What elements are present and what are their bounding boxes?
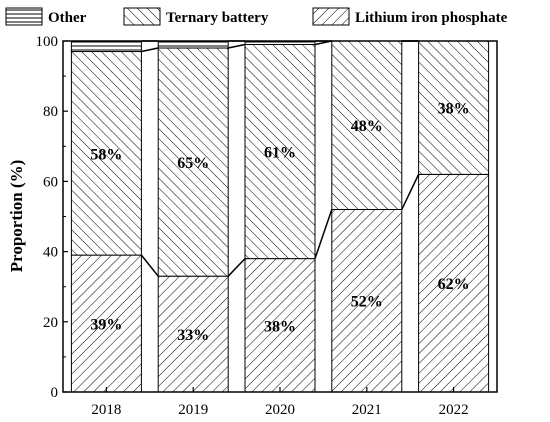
connector-lithium-iron-phosphate-2019-2020 <box>227 258 246 277</box>
legend-swatch-other <box>5 7 43 26</box>
connector-lithium-iron-phosphate-2020-2021 <box>314 209 333 259</box>
x-tick-label-2018: 2018 <box>91 402 121 418</box>
data-label-lithium-iron-phosphate-2019: 33% <box>177 327 209 344</box>
x-tick-label-2020: 2020 <box>265 402 295 418</box>
data-label-ternary-battery-2020: 61% <box>264 145 296 162</box>
bar-ternary-battery-2020 <box>244 44 316 260</box>
bar-ternary-battery-2022 <box>418 40 490 175</box>
data-label-lithium-iron-phosphate-2018: 39% <box>90 317 122 334</box>
y-tick-label-0: 0 <box>51 385 59 401</box>
data-labels: 39% 58% 33% 65% 38% 61% 52% 48% 62% 38% <box>90 101 469 344</box>
data-label-lithium-iron-phosphate-2022: 62% <box>438 276 470 293</box>
bar-ternary-battery-2018 <box>70 51 142 256</box>
bar-lithium-iron-phosphate-2018 <box>70 254 142 393</box>
x-tick-label-2022: 2022 <box>439 402 469 418</box>
y-tick-label-40: 40 <box>43 245 58 261</box>
x-tick-label-2019: 2019 <box>178 402 208 418</box>
data-label-ternary-battery-2021: 48% <box>351 118 383 135</box>
bar-ternary-battery-2019 <box>157 47 229 277</box>
y-tick-label-20: 20 <box>43 315 58 331</box>
bar-ternary-battery-2021 <box>331 40 403 210</box>
data-label-ternary-battery-2018: 58% <box>90 146 122 163</box>
data-label-ternary-battery-2019: 65% <box>177 155 209 172</box>
y-tick-label-100: 100 <box>36 34 59 50</box>
legend-label-ternary-battery: Ternary battery <box>166 10 269 26</box>
bar-lithium-iron-phosphate-2020 <box>244 258 316 393</box>
bars-layer <box>70 40 490 393</box>
data-label-lithium-iron-phosphate-2021: 52% <box>351 294 383 311</box>
bar-lithium-iron-phosphate-2022 <box>418 173 490 393</box>
legend-label-lithium-iron-phosphate: Lithium iron phosphate <box>355 10 508 26</box>
legend-swatch-lithium-iron-phosphate <box>312 7 350 26</box>
bar-other-2019 <box>157 40 229 49</box>
connector-lithium-iron-phosphate-2021-2022 <box>401 174 420 210</box>
connector-lithium-iron-phosphate-2018-2019 <box>140 254 159 277</box>
bar-other-2018 <box>70 40 142 53</box>
x-tick-label-2021: 2021 <box>352 402 382 418</box>
axes: 0 20 40 60 80 100 2018 2019 2020 2021 2022 <box>36 34 498 418</box>
y-tick-label-80: 80 <box>43 104 58 120</box>
data-label-ternary-battery-2022: 38% <box>438 101 470 118</box>
legend: Other Ternary battery Lithium iron phospha… <box>5 7 508 26</box>
connector-ternary-battery-2018-2019 <box>141 47 159 53</box>
connector-ternary-battery-2019-2020 <box>228 43 246 49</box>
y-axis-title: Proportion (%) <box>7 160 26 273</box>
legend-swatch-ternary-battery <box>123 7 161 26</box>
y-tick-label-60: 60 <box>43 174 58 190</box>
bar-lithium-iron-phosphate-2021 <box>331 208 403 393</box>
data-label-lithium-iron-phosphate-2020: 38% <box>264 318 296 335</box>
legend-label-other: Other <box>48 10 87 26</box>
